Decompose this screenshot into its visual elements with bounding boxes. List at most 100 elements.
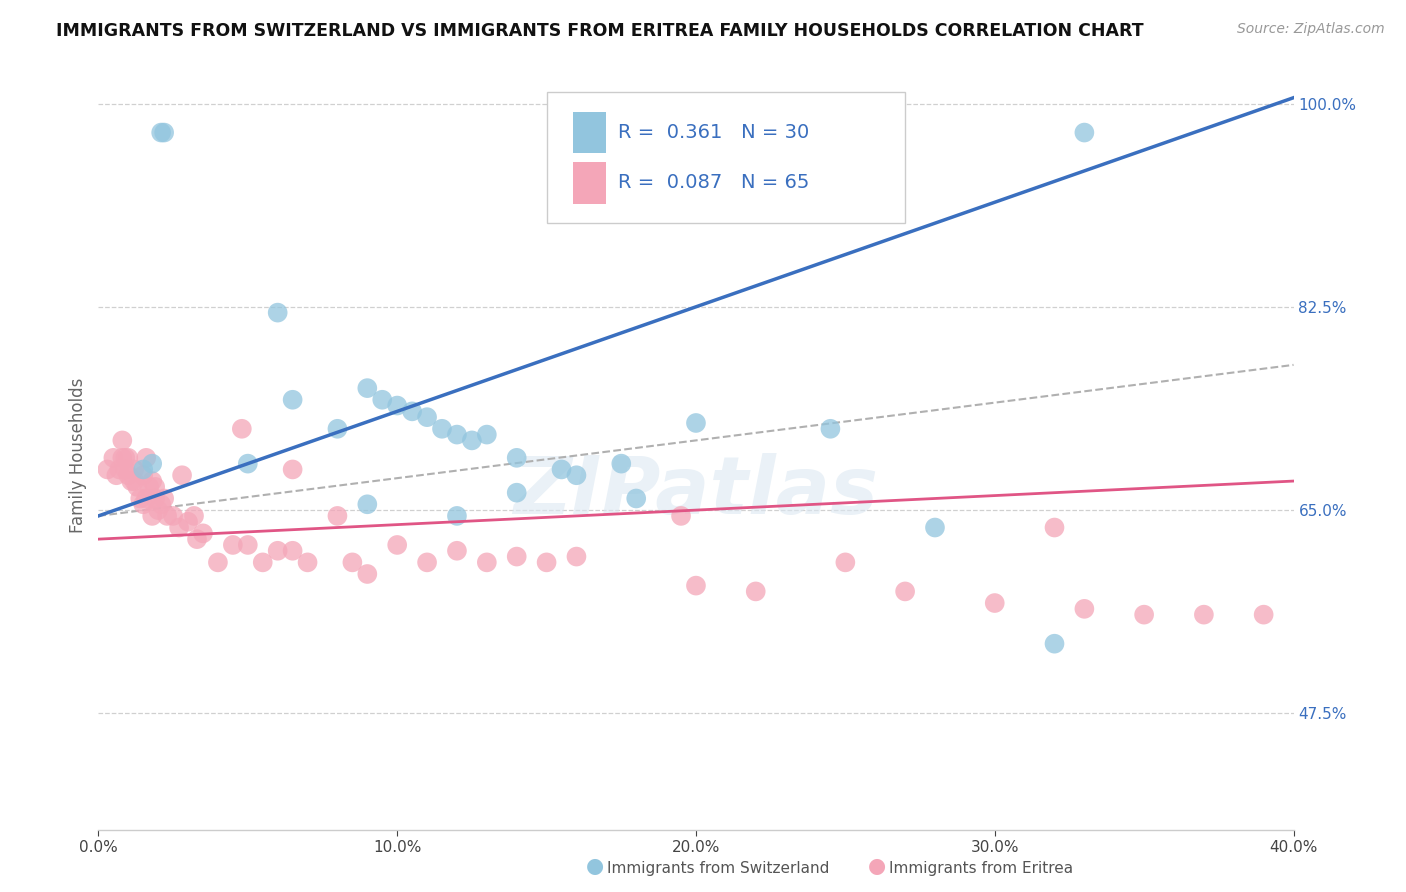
Point xyxy=(610,457,633,471)
Point xyxy=(207,555,229,569)
Point xyxy=(124,474,146,488)
Point xyxy=(120,474,142,488)
Point xyxy=(1043,637,1066,651)
Text: ●: ● xyxy=(586,856,605,876)
Point xyxy=(252,555,274,569)
Point xyxy=(506,450,529,465)
Point xyxy=(124,462,146,476)
Y-axis label: Family Households: Family Households xyxy=(69,377,87,533)
Point xyxy=(685,579,707,593)
Point xyxy=(281,392,304,407)
Point xyxy=(183,508,205,523)
Point xyxy=(356,497,378,511)
Point xyxy=(475,555,498,569)
Point xyxy=(132,468,155,483)
Text: Immigrants from Eritrea: Immigrants from Eritrea xyxy=(889,861,1073,876)
Point xyxy=(1073,126,1095,140)
Point xyxy=(834,555,856,569)
Point xyxy=(281,543,304,558)
Point xyxy=(150,126,173,140)
Point xyxy=(103,450,125,465)
Point xyxy=(222,538,245,552)
Point xyxy=(236,538,259,552)
FancyBboxPatch shape xyxy=(572,162,606,203)
Point xyxy=(162,508,184,523)
Point xyxy=(446,508,468,523)
Text: IMMIGRANTS FROM SWITZERLAND VS IMMIGRANTS FROM ERITREA FAMILY HOUSEHOLDS CORRELA: IMMIGRANTS FROM SWITZERLAND VS IMMIGRANT… xyxy=(56,22,1144,40)
Point xyxy=(685,416,707,430)
Point xyxy=(127,480,149,494)
Point xyxy=(536,555,558,569)
Point xyxy=(96,462,118,476)
Text: Immigrants from Switzerland: Immigrants from Switzerland xyxy=(607,861,830,876)
Point xyxy=(461,434,484,448)
Point xyxy=(1253,607,1275,622)
Point xyxy=(1073,602,1095,616)
Text: R =  0.361   N = 30: R = 0.361 N = 30 xyxy=(619,123,810,142)
Point xyxy=(148,503,170,517)
Point xyxy=(114,462,136,476)
Point xyxy=(565,468,588,483)
Point xyxy=(401,404,423,418)
Text: ●: ● xyxy=(868,856,886,876)
Point xyxy=(267,305,290,319)
Point xyxy=(385,538,409,552)
Point xyxy=(129,491,152,506)
Point xyxy=(820,422,842,436)
Point xyxy=(984,596,1007,610)
Text: R =  0.087   N = 65: R = 0.087 N = 65 xyxy=(619,173,810,193)
Point xyxy=(132,462,155,476)
Point xyxy=(745,584,768,599)
FancyBboxPatch shape xyxy=(547,92,905,223)
Point xyxy=(416,410,439,425)
Point xyxy=(143,480,166,494)
Point xyxy=(924,520,946,534)
Point xyxy=(506,549,529,564)
FancyBboxPatch shape xyxy=(572,112,606,153)
Point xyxy=(371,392,394,407)
Point xyxy=(550,462,572,476)
Point xyxy=(475,427,498,442)
Point xyxy=(356,381,378,395)
Point xyxy=(1192,607,1215,622)
Point xyxy=(141,474,163,488)
Point xyxy=(191,526,214,541)
Point xyxy=(153,491,176,506)
Point xyxy=(446,543,468,558)
Text: ZIPatlas: ZIPatlas xyxy=(513,453,879,532)
Point xyxy=(669,508,692,523)
Point xyxy=(167,520,190,534)
Point xyxy=(385,399,409,413)
Point xyxy=(114,450,136,465)
Point xyxy=(894,584,917,599)
Point xyxy=(297,555,319,569)
Point xyxy=(153,126,176,140)
Point xyxy=(326,422,349,436)
Point xyxy=(506,485,529,500)
Point xyxy=(150,497,173,511)
Point xyxy=(105,468,128,483)
Point xyxy=(446,427,468,442)
Text: Source: ZipAtlas.com: Source: ZipAtlas.com xyxy=(1237,22,1385,37)
Point xyxy=(172,468,194,483)
Point xyxy=(626,491,648,506)
Point xyxy=(267,543,290,558)
Point xyxy=(117,450,139,465)
Point xyxy=(138,480,160,494)
Point xyxy=(135,450,157,465)
Point xyxy=(132,497,155,511)
Point xyxy=(356,566,378,581)
Point xyxy=(236,457,259,471)
Point xyxy=(416,555,439,569)
Point xyxy=(141,508,163,523)
Point xyxy=(231,422,253,436)
Point xyxy=(156,508,179,523)
Point xyxy=(1043,520,1066,534)
Point xyxy=(111,450,134,465)
Point xyxy=(111,434,134,448)
Point xyxy=(326,508,349,523)
Point xyxy=(117,468,139,483)
Point xyxy=(565,549,588,564)
Point xyxy=(135,491,157,506)
Point xyxy=(342,555,364,569)
